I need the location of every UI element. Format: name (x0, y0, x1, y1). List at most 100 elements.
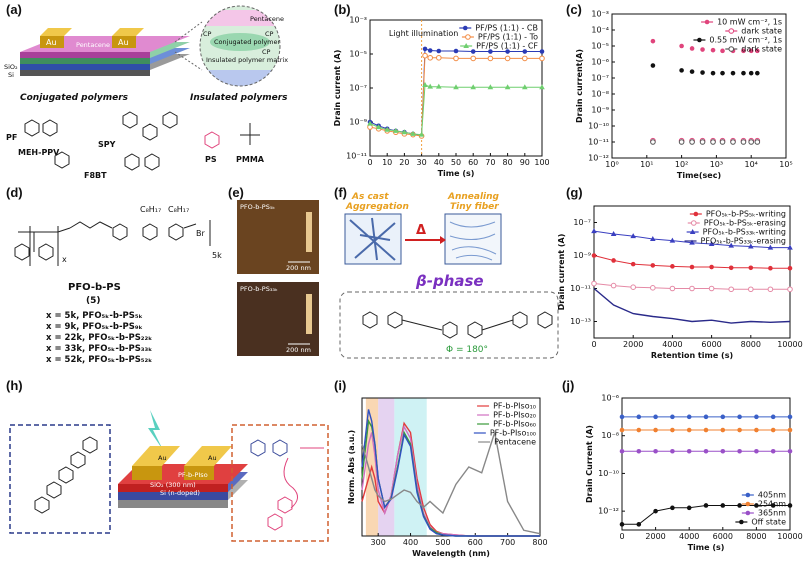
legend-label: PFO₅ₖ-b-PS₃₃ₖ-erasing (701, 237, 786, 246)
marker (686, 427, 692, 433)
ring (82, 436, 98, 454)
marker (748, 286, 754, 293)
marker (719, 139, 726, 145)
marker (453, 84, 459, 90)
series (650, 63, 760, 76)
zoom-cp (210, 33, 270, 51)
x-tick-label: 8000 (746, 532, 766, 541)
marker (522, 55, 528, 62)
device-label: PF-b-PIso (178, 471, 208, 479)
marker (650, 38, 656, 44)
marker (787, 265, 793, 271)
x-tick-label: 8000 (741, 340, 761, 349)
device-label: SiO₂ (300 nm) (150, 481, 196, 489)
marker (670, 505, 675, 511)
marker (708, 240, 715, 246)
panel-label: (i) (334, 378, 346, 393)
x-tick-label: 6000 (713, 532, 733, 541)
marker (619, 448, 625, 454)
marker (669, 285, 676, 292)
device-label: Si (n-doped) (160, 489, 200, 497)
inset-box (9, 424, 111, 534)
marker (754, 448, 759, 454)
structure-label: x (62, 255, 67, 264)
marker (748, 48, 754, 54)
panel-label: (g) (566, 185, 583, 200)
marker (770, 448, 776, 454)
legend-label: 365nm (758, 509, 786, 518)
marker (410, 130, 416, 136)
marker (610, 282, 617, 289)
variant: x = 9k, PFO₅ₖ-b-PS₉ₖ (46, 322, 143, 332)
ring (250, 439, 266, 457)
y-tick-label: 10⁻¹⁰ (598, 469, 619, 478)
marker (487, 84, 494, 90)
marker (787, 286, 793, 293)
legend-label: dark state (741, 27, 782, 36)
marker (375, 124, 382, 130)
ring (24, 119, 40, 137)
state-label: As cast (351, 192, 389, 202)
marker (630, 261, 636, 267)
bond (69, 220, 211, 246)
ring (122, 111, 138, 129)
marker (669, 237, 676, 243)
y-tick-label: 10⁻⁶ (601, 394, 619, 403)
fiber (449, 221, 497, 261)
y-axis-label: Drain current (A) (557, 234, 566, 311)
x-axis-label: Time (s) (688, 543, 725, 552)
x-tick-label: 10¹ (640, 160, 653, 169)
series-line (369, 84, 542, 136)
state-label: Aggregation (345, 202, 409, 212)
marker (748, 265, 754, 271)
ring (387, 311, 403, 329)
marker (504, 55, 511, 62)
x-tick-label: 0 (591, 340, 596, 349)
device-label: Si (8, 71, 14, 79)
x-tick-label: 800 (532, 538, 547, 547)
marker (686, 414, 692, 420)
marker (787, 448, 793, 454)
zoom-label: Conjugated polymer (214, 38, 280, 46)
marker (768, 265, 773, 271)
marker (619, 522, 625, 527)
arrow-label: Δ (416, 223, 426, 238)
series (593, 287, 791, 324)
scale-label: 200 nm (286, 346, 311, 354)
ring (144, 153, 160, 171)
marker (728, 265, 734, 271)
ring (142, 123, 158, 141)
legend-label: PFO₅ₖ-b-PS₅ₖ-erasing (704, 219, 786, 228)
marker (619, 414, 625, 420)
legend-marker (728, 28, 735, 34)
band (394, 398, 427, 536)
zoom-line (174, 21, 203, 43)
x-tick-label: 2000 (645, 532, 665, 541)
marker (708, 285, 715, 292)
morphology-box (444, 213, 502, 265)
legend-label: PF-b-PIso₆₀ (493, 420, 536, 429)
marker (591, 280, 597, 287)
series (367, 52, 545, 139)
x-tick-label: 400 (403, 538, 418, 547)
legend-marker (693, 211, 699, 217)
marker (653, 414, 658, 420)
x-tick-label: 10000 (777, 340, 802, 349)
legend-label: PF-b-PIso₁₀₀ (490, 429, 536, 438)
panel-label: (d) (6, 185, 23, 200)
ring (168, 223, 184, 241)
marker (611, 258, 616, 263)
y-tick-label: 10⁻⁵ (349, 50, 367, 59)
structure-label: C₈H₁₇ (168, 205, 189, 214)
ring (34, 496, 50, 514)
marker (522, 84, 528, 90)
legend-marker (745, 501, 751, 507)
y-tick-label: 10⁻¹¹ (588, 138, 609, 147)
series (650, 139, 761, 145)
marker (504, 84, 511, 90)
marker (737, 503, 742, 508)
series-line (361, 432, 541, 535)
marker (748, 70, 754, 76)
ring (14, 243, 30, 261)
